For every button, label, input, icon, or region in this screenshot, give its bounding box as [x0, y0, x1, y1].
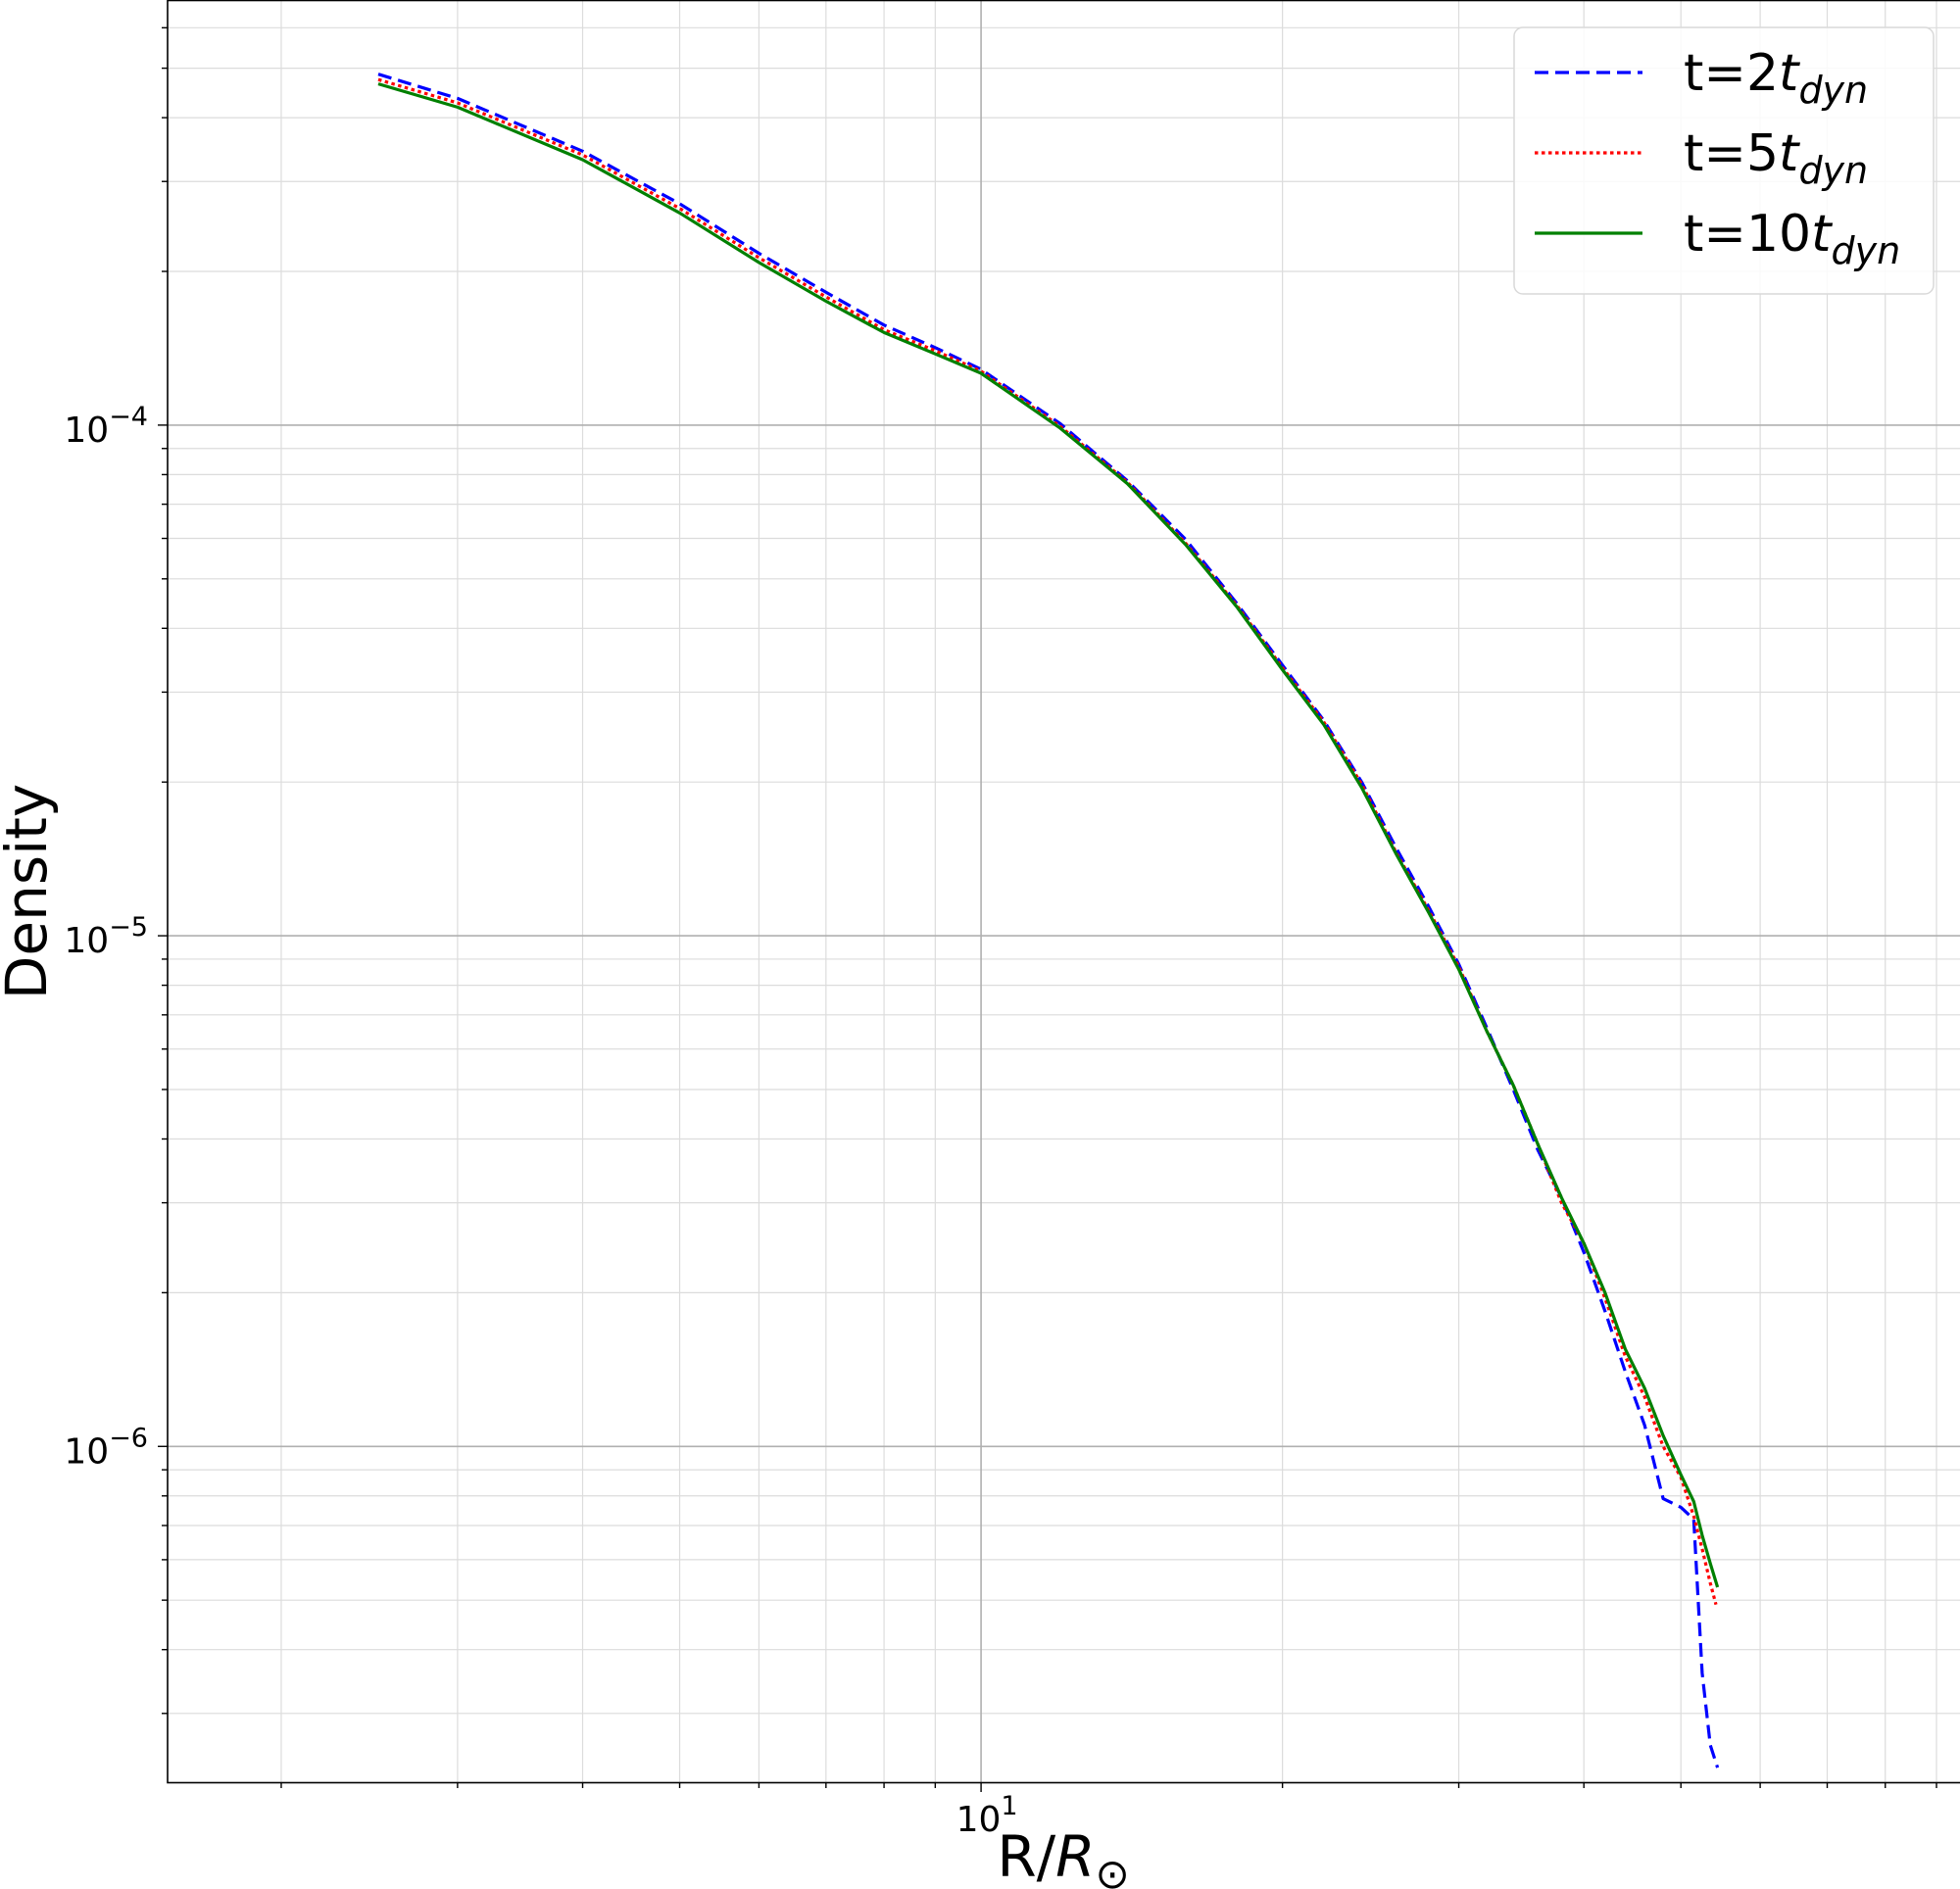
y-tick-label: 10−6: [64, 1423, 148, 1472]
y-axis-label: Density: [0, 784, 60, 1000]
legend-label: t=2tdyn: [1684, 44, 1868, 112]
plot-area-border: [167, 0, 1960, 1784]
axis-labels: R/R⊙ Density: [0, 784, 1130, 1889]
y-tick-label: 10−4: [64, 402, 148, 451]
series-line-dashed: [377, 73, 1720, 1768]
series-line-dotted: [377, 77, 1718, 1606]
legend: t=2tdyn t=5tdyn t=10tdyn: [1513, 26, 1935, 295]
x-tick-label: 101: [956, 1791, 1018, 1840]
tick-labels: 101 10−4 10−5 10−6: [64, 402, 1017, 1840]
legend-box: [1513, 26, 1935, 295]
series-line-solid: [377, 82, 1720, 1588]
legend-label: t=10tdyn: [1684, 205, 1900, 272]
tick-marks: [158, 26, 1937, 1792]
series-lines: [377, 73, 1720, 1768]
plot-frame: [167, 0, 1960, 1784]
legend-label: t=5tdyn: [1684, 124, 1868, 192]
x-axis-label: R/R⊙: [997, 1823, 1129, 1889]
y-tick-label: 10−5: [64, 912, 148, 961]
